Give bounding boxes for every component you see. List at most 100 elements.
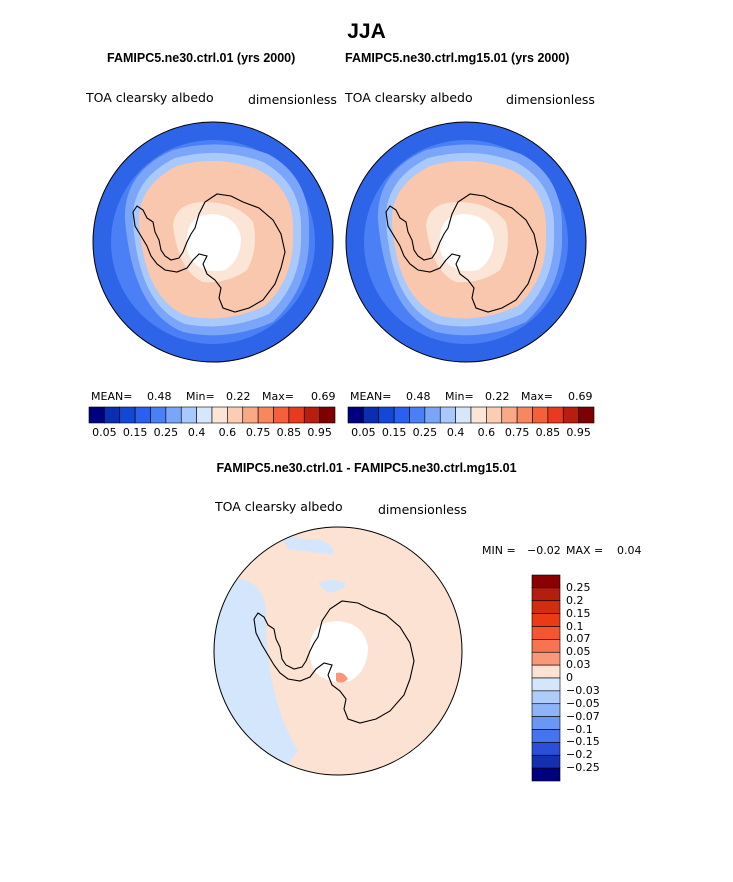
- colorbar-tick-label: 0.6: [477, 426, 496, 439]
- panel1-min-label: Min=: [186, 390, 215, 403]
- colorbar-swatch: [531, 767, 561, 782]
- map-border: [213, 526, 463, 776]
- colorbar-swatch: [562, 406, 579, 424]
- colorbar-tick-label: 0.6: [218, 426, 237, 439]
- colorbar-difference: [531, 574, 561, 782]
- colorbar-swatch: [347, 406, 364, 424]
- colorbar-swatch: [393, 406, 410, 424]
- colorbar-swatch: [378, 406, 395, 424]
- colorbar-swatch: [531, 639, 561, 653]
- colorbar-swatch: [531, 690, 561, 705]
- panel1-min: 0.22: [226, 390, 251, 403]
- diff-min-label: MIN =: [482, 544, 516, 557]
- colorbar-ctrl: [88, 406, 336, 424]
- colorbar-swatch: [439, 406, 456, 424]
- pole-hole: [439, 214, 494, 271]
- colorbar-swatch: [303, 406, 320, 424]
- colorbar-swatch: [319, 406, 336, 424]
- colorbar-tick-label: 0.25: [412, 426, 438, 439]
- colorbar-swatch: [288, 406, 305, 424]
- diff-negative-patch: [318, 580, 346, 593]
- colorbar-swatch: [242, 406, 259, 424]
- colorbar-swatch: [273, 406, 290, 424]
- colorbar-swatch: [424, 406, 441, 424]
- panel2-max: 0.69: [568, 390, 593, 403]
- panel2-min-label: Min=: [445, 390, 474, 403]
- colorbar-swatch: [531, 754, 561, 769]
- polar-map-mg15: [345, 121, 587, 363]
- colorbar-swatch: [531, 651, 561, 666]
- colorbar-tick-label: 0.85: [535, 426, 561, 439]
- colorbar-swatch: [547, 406, 564, 424]
- colorbar-tick-label: 0.15: [566, 606, 591, 620]
- diff-variable: TOA clearsky albedo: [215, 499, 343, 514]
- panel2-title: FAMIPC5.ne30.ctrl.mg15.01 (yrs 2000): [345, 51, 570, 65]
- colorbar-swatch: [531, 664, 561, 679]
- antarctica-coastline: [385, 193, 539, 313]
- colorbar-tick-label: −0.2: [566, 748, 593, 762]
- colorbar-tick-label: 0.95: [566, 426, 591, 439]
- colorbar-swatch: [180, 406, 197, 424]
- panel1-max-label: Max=: [262, 390, 294, 403]
- panel2-variable: TOA clearsky albedo: [345, 90, 473, 105]
- colorbar-mg15-ticks: 0.05 0.15 0.25 0.4 0.6 0.75 0.85 0.95: [348, 426, 594, 440]
- colorbar-tick-label: 0.4: [187, 426, 206, 439]
- colorbar-swatch: [470, 406, 487, 424]
- panel1-variable: TOA clearsky albedo: [86, 90, 214, 105]
- colorbar-swatch: [516, 406, 533, 424]
- antarctica-coastline: [253, 600, 415, 724]
- colorbar-tick-label: −0.07: [566, 709, 600, 723]
- colorbar-swatch: [531, 587, 561, 602]
- colorbar-swatch: [257, 406, 274, 424]
- diff-negative-patch: [278, 531, 334, 555]
- colorbar-tick-label: 0.1: [566, 619, 584, 633]
- colorbar-tick-label: −0.03: [566, 683, 600, 697]
- colorbar-swatch: [531, 742, 561, 756]
- colorbar-tick-label: 0.07: [566, 632, 591, 646]
- panel1-units: dimensionless: [248, 92, 337, 107]
- panel1-title: FAMIPC5.ne30.ctrl.01 (yrs 2000): [107, 51, 296, 65]
- colorbar-tick-label: −0.1: [566, 722, 593, 736]
- pole-hole: [309, 621, 368, 682]
- colorbar-swatch: [134, 406, 151, 424]
- colorbar-tick-label: 0.75: [504, 426, 530, 439]
- diff-max: 0.04: [617, 544, 642, 557]
- colorbar-tick-label: −0.25: [566, 761, 600, 775]
- pole-hole: [186, 214, 241, 271]
- colorbar-swatch: [531, 574, 561, 589]
- colorbar-tick-label: 0.25: [566, 580, 591, 594]
- colorbar-swatch: [531, 626, 561, 640]
- figure-title: JJA: [347, 20, 386, 43]
- colorbar-tick-label: 0.05: [566, 645, 591, 659]
- diff-title: FAMIPC5.ne30.ctrl.01 - FAMIPC5.ne30.ctrl…: [216, 461, 517, 475]
- colorbar-swatch: [119, 406, 136, 424]
- antarctica-coastline: [132, 193, 286, 313]
- colorbar-tick-label: 0.05: [351, 426, 376, 439]
- colorbar-swatch: [150, 406, 167, 424]
- colorbar-swatch: [455, 406, 472, 424]
- colorbar-swatch: [531, 703, 561, 717]
- colorbar-tick-label: 0.15: [122, 426, 148, 439]
- colorbar-swatch: [196, 406, 213, 424]
- colorbar-swatch: [409, 406, 426, 424]
- panel1-mean: 0.48: [147, 390, 172, 403]
- polar-map-difference: [213, 526, 463, 776]
- colorbar-difference-ticks: 0.25 0.2 0.15 0.1 0.07 0.05 0.03 0 −0.03 −0.05 −0.…: [566, 575, 626, 781]
- colorbar-tick-label: 0.05: [92, 426, 117, 439]
- panel1-mean-label: MEAN=: [91, 390, 133, 403]
- colorbar-swatch: [578, 406, 595, 424]
- colorbar-swatch: [165, 406, 182, 424]
- colorbar-swatch: [531, 613, 561, 627]
- colorbar-swatch: [88, 406, 105, 424]
- colorbar-tick-label: 0.95: [307, 426, 332, 439]
- diff-max-label: MAX =: [566, 544, 604, 557]
- map-border: [92, 121, 334, 363]
- colorbar-swatch: [531, 729, 561, 743]
- colorbar-tick-label: −0.05: [566, 696, 600, 710]
- colorbar-swatch: [227, 406, 244, 424]
- colorbar-tick-label: 0.75: [245, 426, 271, 439]
- colorbar-tick-label: 0.15: [381, 426, 407, 439]
- polar-map-ctrl: [92, 121, 334, 363]
- diff-positive-spot: [336, 672, 348, 683]
- colorbar-swatch: [211, 406, 228, 424]
